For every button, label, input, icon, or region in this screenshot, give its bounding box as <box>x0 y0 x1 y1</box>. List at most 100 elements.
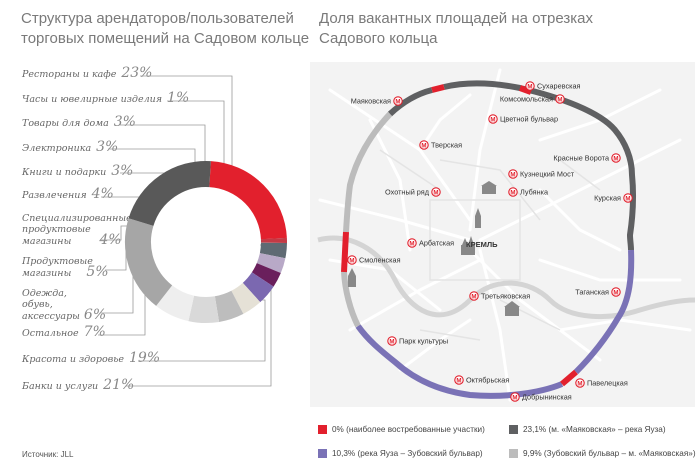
metro-station-lubyanka: М Лубянка <box>508 187 549 197</box>
donut-slice-7 <box>214 290 244 322</box>
metro-icon <box>469 291 479 301</box>
left-title-line-2: торговых помещений на Садовом кольце <box>21 30 310 47</box>
metro-station-taganskaya: М Таганская <box>575 287 621 297</box>
metro-icon <box>623 193 633 203</box>
ring-segment-yauza-zubovsky <box>355 249 635 399</box>
metro-icon-letter: М <box>512 394 517 401</box>
right-title-line-2: Садового кольца <box>319 30 438 47</box>
metro-icon-letter: М <box>421 142 426 149</box>
metro-icon-letter: М <box>349 257 354 264</box>
right-chart-title: Доля вакантных площадей на отрезках Садо… <box>319 9 593 49</box>
donut-slice-2 <box>259 242 287 259</box>
pie-label-other: Остальное 7% <box>22 324 106 340</box>
metro-station-label: Маяковская <box>351 97 391 106</box>
metro-station-label: Лубянка <box>520 188 549 197</box>
metro-icon-letter: М <box>577 380 582 387</box>
metro-icon-letter: М <box>490 116 495 123</box>
leader-line-home-goods <box>120 124 206 177</box>
metro-station-label: Красные Ворота <box>553 154 610 163</box>
metro-icon-letter: М <box>471 293 476 300</box>
metro-station-label: Курская <box>594 194 621 203</box>
metro-station-label: Цветной бульвар <box>500 115 558 124</box>
metro-stations: М Маяковская М Сухаревская М Комсомольская М Цв… <box>347 81 633 402</box>
legend-item-2: 10,3% (река Яуза – Зубовский бульвар) <box>318 449 483 458</box>
leader-lines <box>98 75 272 387</box>
metro-icon <box>407 238 417 248</box>
kremlin-icon <box>461 236 475 255</box>
metro-station-label: Арбатская <box>419 239 454 248</box>
metro-icon <box>575 378 585 388</box>
legend-swatch-light-gray <box>509 449 518 458</box>
metro-station-tretyakovskaya: М Третьяковская <box>469 291 530 301</box>
metro-icon <box>525 81 535 91</box>
metro-station-label: Третьяковская <box>481 292 530 301</box>
donut-chart <box>98 75 287 387</box>
donut-slice-5 <box>242 271 274 303</box>
tretyakovskaya-icon <box>504 301 520 316</box>
tower-icon <box>475 208 481 228</box>
metro-icon <box>419 140 429 150</box>
pie-label-food: Продуктовые магазины 5% <box>22 256 109 280</box>
pie-label-entertainment: Развлечения 4% <box>22 186 114 202</box>
pie-label-home-goods: Товары для дома 3% <box>22 114 136 130</box>
pie-label-clothing: Одежда, обувь, аксессуары 6% <box>22 288 107 323</box>
metro-icon-letter: М <box>409 240 414 247</box>
legend-item-3: 9,9% (Зубовский бульвар – м. «Маяковская… <box>509 449 696 458</box>
donut-slice-3 <box>256 252 286 274</box>
metro-station-mayakovskaya: М Маяковская <box>351 96 403 106</box>
leader-line-watches <box>167 100 225 176</box>
metro-icon-letter: М <box>389 338 394 345</box>
metro-station-label: Тверская <box>431 141 462 150</box>
metro-icon <box>454 375 464 385</box>
garden-ring-map: М Маяковская М Сухаревская М Комсомольская М Цв… <box>310 62 695 407</box>
metro-icon <box>347 255 357 265</box>
ring-segment-komsomolskaya-red <box>518 85 533 95</box>
metro-station-sukharevskaya: М Сухаревская <box>525 81 581 91</box>
moscow-river <box>317 235 695 320</box>
metro-station-arbatskaya: М Арбатская <box>407 238 454 248</box>
pie-label-beauty: Красота и здоровье 19% <box>22 350 161 366</box>
metro-station-label: Добрынинская <box>522 393 572 402</box>
metro-icon-letter: М <box>510 171 515 178</box>
metro-station-label: Смоленская <box>359 256 401 265</box>
ministry-icon <box>348 268 356 287</box>
metro-icon <box>508 187 518 197</box>
left-title-line-1: Структура арендаторов/пользователей <box>21 10 294 27</box>
metro-icon-letter: М <box>456 377 461 384</box>
metro-icon <box>387 336 397 346</box>
metro-station-dobryninskaya: М Добрынинская <box>510 392 572 402</box>
donut-slices <box>125 161 287 323</box>
metro-icon <box>611 287 621 297</box>
ring-segment-mayakovskaya-yauza <box>387 80 637 251</box>
ring-segment-zubovsky-mayakovskaya <box>341 111 393 328</box>
donut-slice-0 <box>208 161 287 240</box>
donut-slice-6 <box>231 282 261 314</box>
ring-segment-mayakovskaya-sukharevskaya-red <box>431 84 445 93</box>
metro-icon-letter: М <box>527 83 532 90</box>
left-chart-title: Структура арендаторов/пользователей торг… <box>21 9 309 49</box>
metro-station-oktyabrskaya: М Октябрьская <box>454 375 509 385</box>
pie-label-restaurants: Рестораны и кафе 23% <box>22 65 153 81</box>
metro-icon <box>508 169 518 179</box>
metro-station-komsomolskaya: М Комсомольская <box>500 94 565 104</box>
right-title-line-1: Доля вакантных площадей на отрезках <box>319 10 593 27</box>
metro-station-label: Октябрьская <box>466 376 509 385</box>
donut-slice-4 <box>251 262 281 287</box>
metro-icon-letter: М <box>613 155 618 162</box>
metro-icon-letter: М <box>625 195 630 202</box>
metro-icon-letter: М <box>557 96 562 103</box>
legend-swatch-dark-gray <box>509 425 518 434</box>
metro-station-label: Охотный ряд <box>385 188 430 197</box>
metro-station-smolenskaya: М Смоленская <box>347 255 401 265</box>
legend-item-1: 23,1% (м. «Маяковская» – река Яуза) <box>509 425 666 434</box>
ring-segment-paveletskaya-red <box>560 369 578 387</box>
metro-icon <box>393 96 403 106</box>
metro-icon-letter: М <box>395 98 400 105</box>
legend-swatch-purple <box>318 449 327 458</box>
metro-station-tverskaya: М Тверская <box>419 140 462 150</box>
metro-station-tsvetnoy: М Цветной бульвар <box>488 114 558 124</box>
source-note: Источник: JLL <box>22 450 74 459</box>
donut-slice-9 <box>156 285 195 322</box>
metro-icon <box>431 187 441 197</box>
